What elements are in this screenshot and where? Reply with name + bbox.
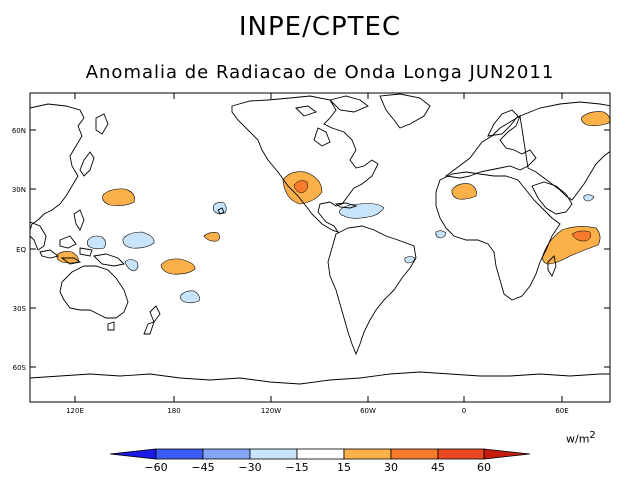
anomaly-negative-pacific-south	[180, 290, 200, 304]
coast-asia	[519, 101, 610, 201]
lon-label-120e: 120E	[66, 407, 84, 415]
anomaly-negative-west-africa	[435, 230, 447, 239]
anomaly-positive-pacific-south	[160, 258, 196, 275]
coast-kamchatka	[95, 113, 109, 135]
coast-europe	[444, 114, 537, 179]
coast-madagascar	[547, 255, 557, 277]
coast-scandinavia	[487, 109, 519, 137]
colorbar-cell-8	[483, 448, 531, 460]
coast-japan	[79, 151, 95, 177]
coast-south-america	[327, 225, 417, 356]
anomaly-negative-arabia	[583, 194, 595, 202]
coast-indochina	[30, 221, 47, 251]
colorbar-label-pos30: 30	[384, 461, 398, 474]
coast-hudson-bay	[313, 127, 331, 147]
colorbar-cell-2	[202, 448, 251, 460]
coastlines	[30, 93, 610, 385]
coast-caribbean	[334, 202, 358, 209]
coast-east-asia	[30, 103, 85, 231]
longitude-axis: 120E 180 120W 60W 0 60E	[66, 93, 569, 415]
lat-label-30s: 30S	[13, 305, 27, 313]
coast-tasmania	[107, 321, 115, 331]
colorbar-cell-7	[437, 448, 485, 460]
colorbar-label-neg30: −30	[238, 461, 262, 474]
coast-antarctica	[30, 371, 610, 385]
anomaly-positive-sahara	[451, 183, 477, 200]
coast-north-america	[231, 95, 379, 233]
colorbar-cell-5	[343, 448, 392, 460]
colorbar	[109, 448, 531, 460]
map-frame	[29, 92, 611, 403]
anomaly-positive-mexico-core	[293, 180, 309, 194]
coast-australia	[59, 265, 129, 319]
colorbar-label-neg15: −15	[285, 461, 309, 474]
anomaly-negative-coral-sea	[124, 259, 139, 272]
coast-greenland	[379, 93, 431, 129]
lat-label-eq: EQ	[16, 246, 26, 254]
colorbar-cell-3	[249, 448, 298, 460]
coast-indonesia	[39, 235, 93, 265]
colorbar-label-pos15: 15	[337, 461, 351, 474]
anomaly-negative-brazil	[404, 256, 416, 264]
anomaly-negative-indonesia	[87, 235, 106, 250]
anomaly-positive-pacific-central	[203, 232, 221, 242]
anomaly-positive-siberia	[581, 111, 610, 126]
coast-new-zealand	[143, 305, 161, 335]
colorbar-label-pos45: 45	[431, 461, 445, 474]
colorbar-label-pos60: 60	[477, 461, 491, 474]
coast-africa	[435, 171, 561, 301]
anomaly-negative-caribbean	[339, 203, 385, 219]
units-label: w/m2	[566, 430, 596, 446]
coast-new-guinea	[93, 253, 125, 267]
lon-label-0: 0	[462, 407, 466, 415]
colorbar-cell-6	[390, 448, 439, 460]
map-title: INPE/CPTEC	[238, 12, 402, 42]
latitude-axis: 60N 30N EQ 30S 60S	[12, 127, 610, 372]
anomaly-positive-pacific-north	[102, 188, 135, 206]
colorbar-cell-1	[155, 448, 204, 460]
colorbar-label-neg60: −60	[144, 461, 168, 474]
lat-label-60n: 60N	[12, 127, 26, 135]
anomaly-negative-pacific-west	[122, 231, 155, 249]
lat-label-60s: 60S	[13, 364, 27, 372]
lon-label-120w: 120W	[261, 407, 281, 415]
map-content	[30, 93, 610, 385]
map-subtitle: Anomalia de Radiacao de Onda Longa JUN20…	[85, 62, 555, 83]
lat-label-30n: 30N	[12, 186, 26, 194]
lon-label-60e: 60E	[555, 407, 568, 415]
coast-arabia	[531, 181, 573, 215]
colorbar-cell-0	[109, 448, 157, 460]
coast-hawaii	[217, 207, 225, 215]
lon-label-60w: 60W	[360, 407, 376, 415]
coast-arctic-islands	[295, 95, 369, 117]
coast-philippines	[73, 209, 85, 231]
colorbar-label-neg45: −45	[191, 461, 215, 474]
lon-label-180: 180	[167, 407, 180, 415]
colorbar-cell-4	[296, 448, 345, 460]
anomaly-positive-indian-core	[571, 230, 592, 242]
